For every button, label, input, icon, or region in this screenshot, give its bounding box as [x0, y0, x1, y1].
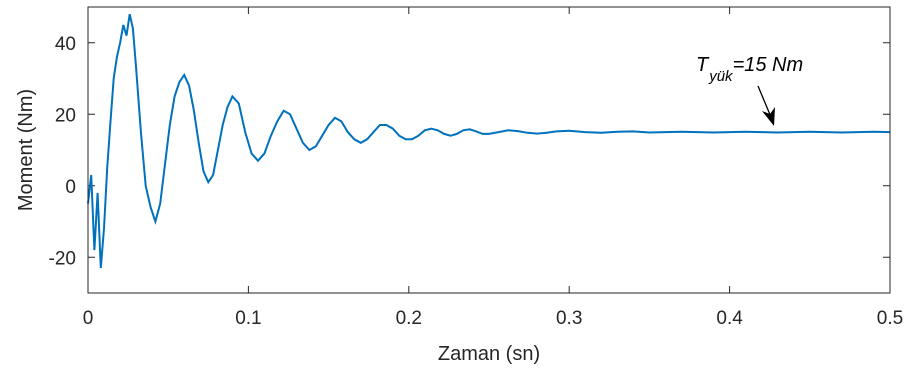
- y-axis-title: Moment (Nm): [15, 89, 37, 211]
- load-annotation: Tyük=15 Nm: [696, 54, 803, 126]
- annotation-arrowhead: [762, 107, 775, 126]
- annotation-subscript: yük: [708, 68, 734, 85]
- annotation-main: T: [696, 54, 710, 76]
- x-tick-label: 0: [83, 308, 94, 329]
- plot-frame: [87, 6, 891, 294]
- y-tick-label: 0: [65, 177, 76, 198]
- x-tick-label: 0.5: [877, 308, 903, 329]
- y-tick-label: 40: [55, 34, 76, 55]
- annotation-arrow-line: [757, 85, 772, 118]
- load-annotation-text: Tyük=15 Nm: [696, 54, 803, 85]
- x-tick-label: 0.3: [556, 308, 582, 329]
- x-axis-title: Zaman (sn): [438, 343, 540, 365]
- y-tick-label: -20: [49, 248, 76, 269]
- plot-area: [88, 7, 890, 293]
- series-line-moment: [87, 13, 891, 269]
- y-tick-label: 20: [55, 105, 76, 126]
- y-tick-labels: -20 0 20 40: [49, 34, 76, 270]
- annotation-rest: =15 Nm: [733, 54, 804, 76]
- x-tick-label: 0.4: [716, 308, 743, 329]
- x-tick-labels: 0 0.1 0.2 0.3 0.4 0.5: [83, 308, 904, 329]
- x-tick-label: 0.2: [396, 308, 422, 329]
- x-tick-label: 0.1: [235, 308, 261, 329]
